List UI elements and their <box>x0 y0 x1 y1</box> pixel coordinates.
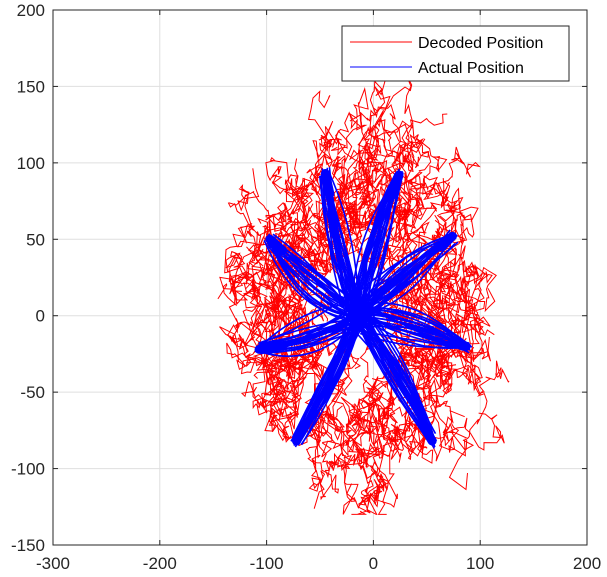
y-tick-label: -150 <box>11 536 45 555</box>
actual-trace <box>268 241 358 318</box>
actual-trace <box>300 317 361 445</box>
axes-box <box>52 9 588 546</box>
decoded-trace <box>391 298 495 379</box>
decoded-trace <box>240 266 314 375</box>
x-tick-label: -100 <box>250 554 284 573</box>
decoded-trace <box>422 278 486 334</box>
decoded-trace <box>308 375 349 509</box>
x-tick-label: 100 <box>466 554 494 573</box>
actual-trace-end <box>447 337 471 351</box>
decoded-trace <box>227 168 328 272</box>
y-tick-label: 0 <box>36 307 45 326</box>
actual-trace-end <box>254 339 279 354</box>
y-tick-label: 200 <box>17 1 45 20</box>
actual-trace <box>354 243 456 311</box>
decoded-trace <box>381 264 480 315</box>
actual-trace-end <box>292 418 310 446</box>
y-tick-label: -50 <box>20 383 45 402</box>
decoded-trace <box>368 69 437 295</box>
decoded-trace <box>284 158 347 277</box>
legend-label-actual: Actual Position <box>418 60 524 77</box>
x-tick-label: 0 <box>369 554 378 573</box>
decoded-trace <box>409 257 493 312</box>
actual-trace-end <box>417 420 437 446</box>
x-tick-label: -200 <box>143 554 177 573</box>
decoded-trace <box>392 327 510 394</box>
actual-trace-end <box>320 169 335 199</box>
actual-trace <box>263 239 352 320</box>
decoded-trace <box>251 206 374 293</box>
decoded-trace <box>248 249 320 313</box>
y-tick-label: 150 <box>17 77 45 96</box>
x-tick-label: -300 <box>36 554 70 573</box>
actual-trace <box>357 234 450 317</box>
y-tick-label: 100 <box>17 154 45 173</box>
decoded-trace <box>340 379 395 508</box>
actual-trace <box>360 317 437 442</box>
decoded-trace <box>324 358 364 502</box>
decoded-trace <box>224 222 338 349</box>
actual-trace <box>265 322 348 352</box>
actual-trace-end <box>435 231 457 252</box>
axes: -300 -200 -100 0 100 200 -150 -100 -50 0 50 100 150 2… <box>11 1 601 573</box>
decoded-trace <box>271 181 320 271</box>
decoded-trace <box>256 318 347 443</box>
actual-trace-end <box>388 170 404 200</box>
actual-trace <box>367 309 432 441</box>
actual-trace-end <box>265 234 288 255</box>
actual-trace <box>261 321 358 358</box>
y-tick-label: -100 <box>11 460 45 479</box>
y-tick-label: 50 <box>26 230 45 249</box>
decoded-trace <box>377 384 432 454</box>
legend-label-decoded: Decoded Position <box>418 35 543 52</box>
legend-box <box>341 25 570 82</box>
decoded-trace <box>373 300 414 459</box>
actual-position-series <box>254 167 473 449</box>
x-tick-label: 200 <box>573 554 601 573</box>
decoded-trace <box>340 396 390 468</box>
decoded-trace <box>229 268 322 362</box>
decoded-trace <box>365 381 419 508</box>
decoded-trace <box>373 109 448 300</box>
legend: Decoded Position Actual Position <box>341 25 570 82</box>
